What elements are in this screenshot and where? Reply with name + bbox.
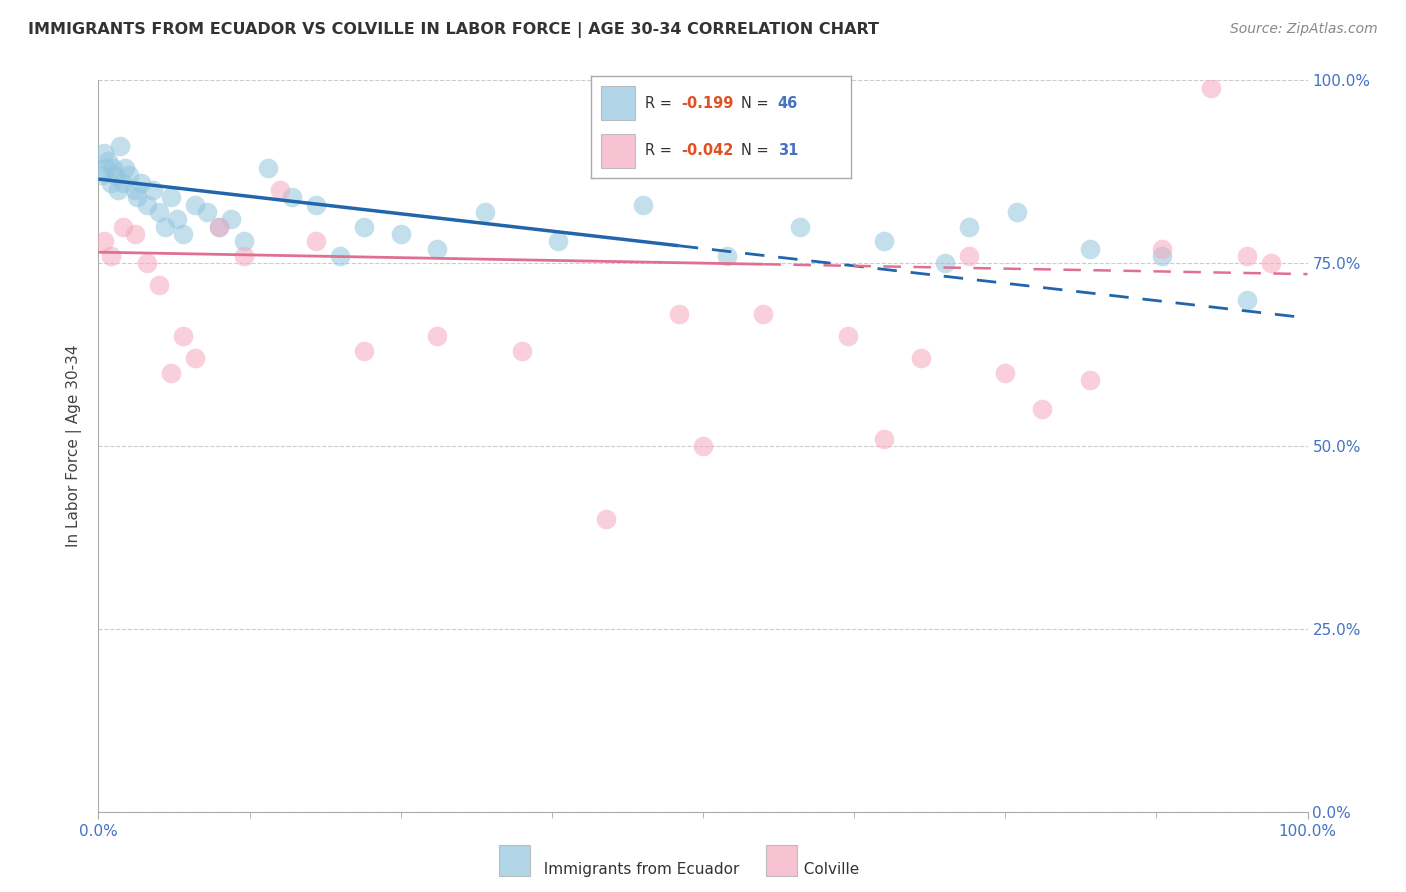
Point [148,278,170,293]
Point [547,234,569,248]
Point [426,242,449,256]
Point [129,176,152,190]
Point [100,249,122,263]
Point [97,153,120,168]
Point [232,234,254,248]
Point [94,161,117,175]
Point [1078,373,1101,387]
Point [93,146,115,161]
Point [111,176,134,190]
Text: R =: R = [645,96,676,111]
Point [1236,293,1258,307]
Point [172,329,194,343]
Point [631,197,654,211]
Point [957,219,980,234]
Point [100,176,122,190]
Text: 46: 46 [778,96,799,111]
Point [692,439,714,453]
Point [910,351,932,366]
Point [256,161,278,175]
Point [184,351,207,366]
Point [118,169,141,183]
Bar [600,87,634,120]
Point [269,183,291,197]
Point [124,183,146,197]
Point [160,366,183,380]
Point [957,249,980,263]
Point [426,329,449,343]
Point [668,307,690,321]
Point [1007,205,1029,219]
Point [166,212,188,227]
Point [195,205,218,219]
Text: -0.199: -0.199 [682,96,734,111]
Point [160,190,183,204]
Point [281,190,304,204]
Point [474,205,496,219]
Point [305,197,328,211]
Point [111,219,134,234]
Text: R =: R = [645,144,676,158]
Point [135,197,157,211]
Point [752,307,775,321]
Point [153,219,176,234]
Point [1152,249,1174,263]
Point [1260,256,1282,270]
Point [873,432,896,446]
Point [1199,80,1222,95]
Y-axis label: In Labor Force | Age 30-34: In Labor Force | Age 30-34 [66,344,83,548]
Point [389,227,412,241]
Text: Colville: Colville [794,863,859,877]
Bar [600,135,634,168]
Bar [499,846,530,876]
Text: Immigrants from Ecuador: Immigrants from Ecuador [534,863,740,877]
Point [208,219,231,234]
Text: IMMIGRANTS FROM ECUADOR VS COLVILLE IN LABOR FORCE | AGE 30-34 CORRELATION CHART: IMMIGRANTS FROM ECUADOR VS COLVILLE IN L… [28,22,879,38]
Point [101,161,124,175]
Point [716,249,738,263]
Point [232,249,254,263]
Point [1078,242,1101,256]
Point [873,234,896,248]
Point [208,219,231,234]
Point [91,169,114,183]
Point [305,234,328,248]
Point [114,161,136,175]
Point [148,205,170,219]
Point [135,256,157,270]
Point [108,139,131,153]
Bar [766,846,797,876]
Text: N =: N = [741,96,773,111]
Point [1236,249,1258,263]
Point [353,343,375,358]
Point [789,219,811,234]
Point [142,183,165,197]
Point [934,256,956,270]
Text: 31: 31 [778,144,799,158]
Point [353,219,375,234]
Point [184,197,207,211]
Point [1152,242,1174,256]
Point [221,212,243,227]
Point [124,227,146,241]
Point [595,512,617,526]
Point [329,249,352,263]
Point [104,169,127,183]
Point [127,190,149,204]
Text: -0.042: -0.042 [682,144,734,158]
Text: Source: ZipAtlas.com: Source: ZipAtlas.com [1230,22,1378,37]
Point [837,329,859,343]
Point [994,366,1017,380]
Point [1031,402,1053,417]
Point [93,234,115,248]
Point [107,183,129,197]
Text: N =: N = [741,144,773,158]
Point [510,343,533,358]
Point [172,227,194,241]
